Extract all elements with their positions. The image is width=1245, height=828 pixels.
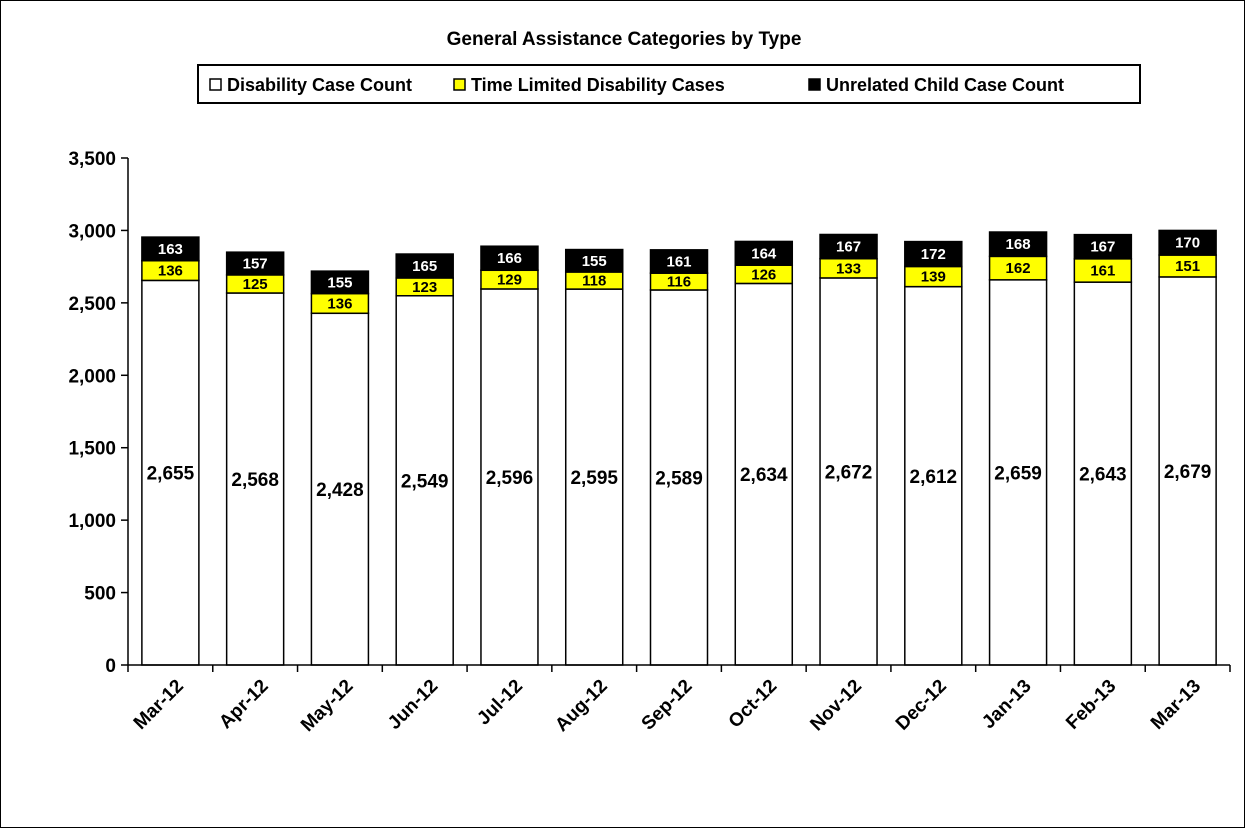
x-axis: Mar-12 Apr-12 May-12 Jun-12 Jul-12 Aug-12 Sep-… <box>127 664 1231 736</box>
bar-segment <box>141 236 200 262</box>
data-label: 163 <box>158 241 183 258</box>
data-label: 126 <box>751 266 776 283</box>
bar-segment <box>395 253 454 279</box>
legend-box <box>197 64 1141 104</box>
y-tick-label: 1,000 <box>68 511 116 532</box>
x-tick-label: May-12 <box>297 676 357 736</box>
y-axis: 0 500 1,000 1,500 2,000 2,500 3,000 3,500 <box>68 149 129 677</box>
legend-label: Time Limited Disability Cases <box>471 75 725 95</box>
data-label: 166 <box>497 250 522 267</box>
data-label: 162 <box>1006 260 1031 277</box>
bar-segment <box>988 279 1048 666</box>
data-label: 2,596 <box>486 468 534 489</box>
data-label: 155 <box>327 274 352 291</box>
data-label: 136 <box>158 263 183 280</box>
data-label: 151 <box>1175 258 1200 275</box>
data-label: 2,568 <box>231 470 279 491</box>
x-tick-label: Feb-13 <box>1062 676 1120 734</box>
data-label: 139 <box>921 269 946 286</box>
bar-segment <box>1158 229 1217 256</box>
x-tick-label: Dec-12 <box>892 676 951 735</box>
bar-segment <box>649 249 709 274</box>
legend: Disability Case Count Time Limited Disabi… <box>197 64 1141 104</box>
legend-swatch <box>453 78 466 91</box>
bar-segment <box>734 282 794 666</box>
data-label: 165 <box>412 258 437 275</box>
x-tick-label: Jul-12 <box>473 676 527 730</box>
bar-segment <box>904 240 963 268</box>
data-label: 2,634 <box>740 465 788 486</box>
data-label: 118 <box>582 273 606 290</box>
bar-segment <box>395 295 454 666</box>
x-tick-label: Jun-12 <box>384 676 442 734</box>
data-label: 2,612 <box>910 467 958 488</box>
x-tick-label: Sep-12 <box>638 676 697 735</box>
legend-label: Unrelated Child Case Count <box>826 75 1064 95</box>
data-label: 172 <box>921 246 946 263</box>
data-label: 167 <box>1090 239 1115 256</box>
legend-label: Disability Case Count <box>227 75 412 95</box>
x-tick-label: Nov-12 <box>806 676 866 736</box>
bar-segment <box>649 289 709 666</box>
y-tick-label: 0 <box>105 656 116 677</box>
bar-segment <box>904 285 963 666</box>
data-label: 125 <box>243 276 268 293</box>
bar-segment <box>564 248 624 273</box>
bar-segment <box>1073 233 1133 260</box>
data-label: 168 <box>1006 236 1031 253</box>
data-label: 2,549 <box>401 471 449 492</box>
x-tick-label: Jan-13 <box>978 676 1035 733</box>
bar-segment <box>734 240 794 266</box>
bar-segment <box>564 288 624 666</box>
y-tick-label: 3,000 <box>68 221 116 242</box>
bar-segment <box>310 270 370 295</box>
data-label: 136 <box>327 295 352 312</box>
y-tick-label: 1,500 <box>68 439 116 460</box>
x-tick-label: Mar-13 <box>1147 676 1205 734</box>
data-label: 116 <box>667 274 691 291</box>
data-label: 2,659 <box>994 463 1042 484</box>
bar-segment <box>480 245 539 272</box>
legend-swatch <box>209 78 222 91</box>
bar-segment <box>988 231 1048 258</box>
x-tick-label: Apr-12 <box>215 676 272 733</box>
data-label: 167 <box>836 239 861 256</box>
data-label: 2,595 <box>570 468 618 489</box>
data-label: 133 <box>836 260 861 277</box>
bar-segment <box>310 312 370 666</box>
y-tick-label: 3,500 <box>68 149 116 170</box>
bars: 2,655 136 163 2,568 125 157 2,428 136 155 2,549 12… <box>141 229 1217 666</box>
y-tick-label: 2,000 <box>68 366 116 387</box>
chart-title: General Assistance Categories by Type <box>447 29 802 50</box>
data-label: 129 <box>497 272 522 289</box>
x-tick-label: Oct-12 <box>725 676 782 733</box>
bar-segment <box>141 279 200 666</box>
data-label: 164 <box>751 245 777 262</box>
bar-segment <box>819 233 878 260</box>
y-tick-label: 500 <box>84 584 116 605</box>
data-label: 2,428 <box>316 480 364 501</box>
y-tick-label: 2,500 <box>68 294 116 315</box>
data-label: 2,643 <box>1079 465 1127 486</box>
x-tick-label: Aug-12 <box>551 676 611 736</box>
data-label: 161 <box>666 254 691 271</box>
data-label: 157 <box>243 256 268 273</box>
legend-swatch <box>808 78 821 91</box>
data-label: 170 <box>1175 235 1200 252</box>
data-label: 155 <box>582 253 607 270</box>
bar-segment <box>1158 276 1217 666</box>
data-label: 161 <box>1090 262 1115 279</box>
data-label: 2,655 <box>147 464 195 485</box>
x-tick-label: Mar-12 <box>130 676 188 734</box>
data-label: 2,589 <box>655 468 703 489</box>
bar-segment <box>225 251 285 276</box>
data-label: 123 <box>412 279 437 296</box>
data-label: 2,672 <box>825 462 873 483</box>
data-label: 2,679 <box>1164 462 1212 483</box>
